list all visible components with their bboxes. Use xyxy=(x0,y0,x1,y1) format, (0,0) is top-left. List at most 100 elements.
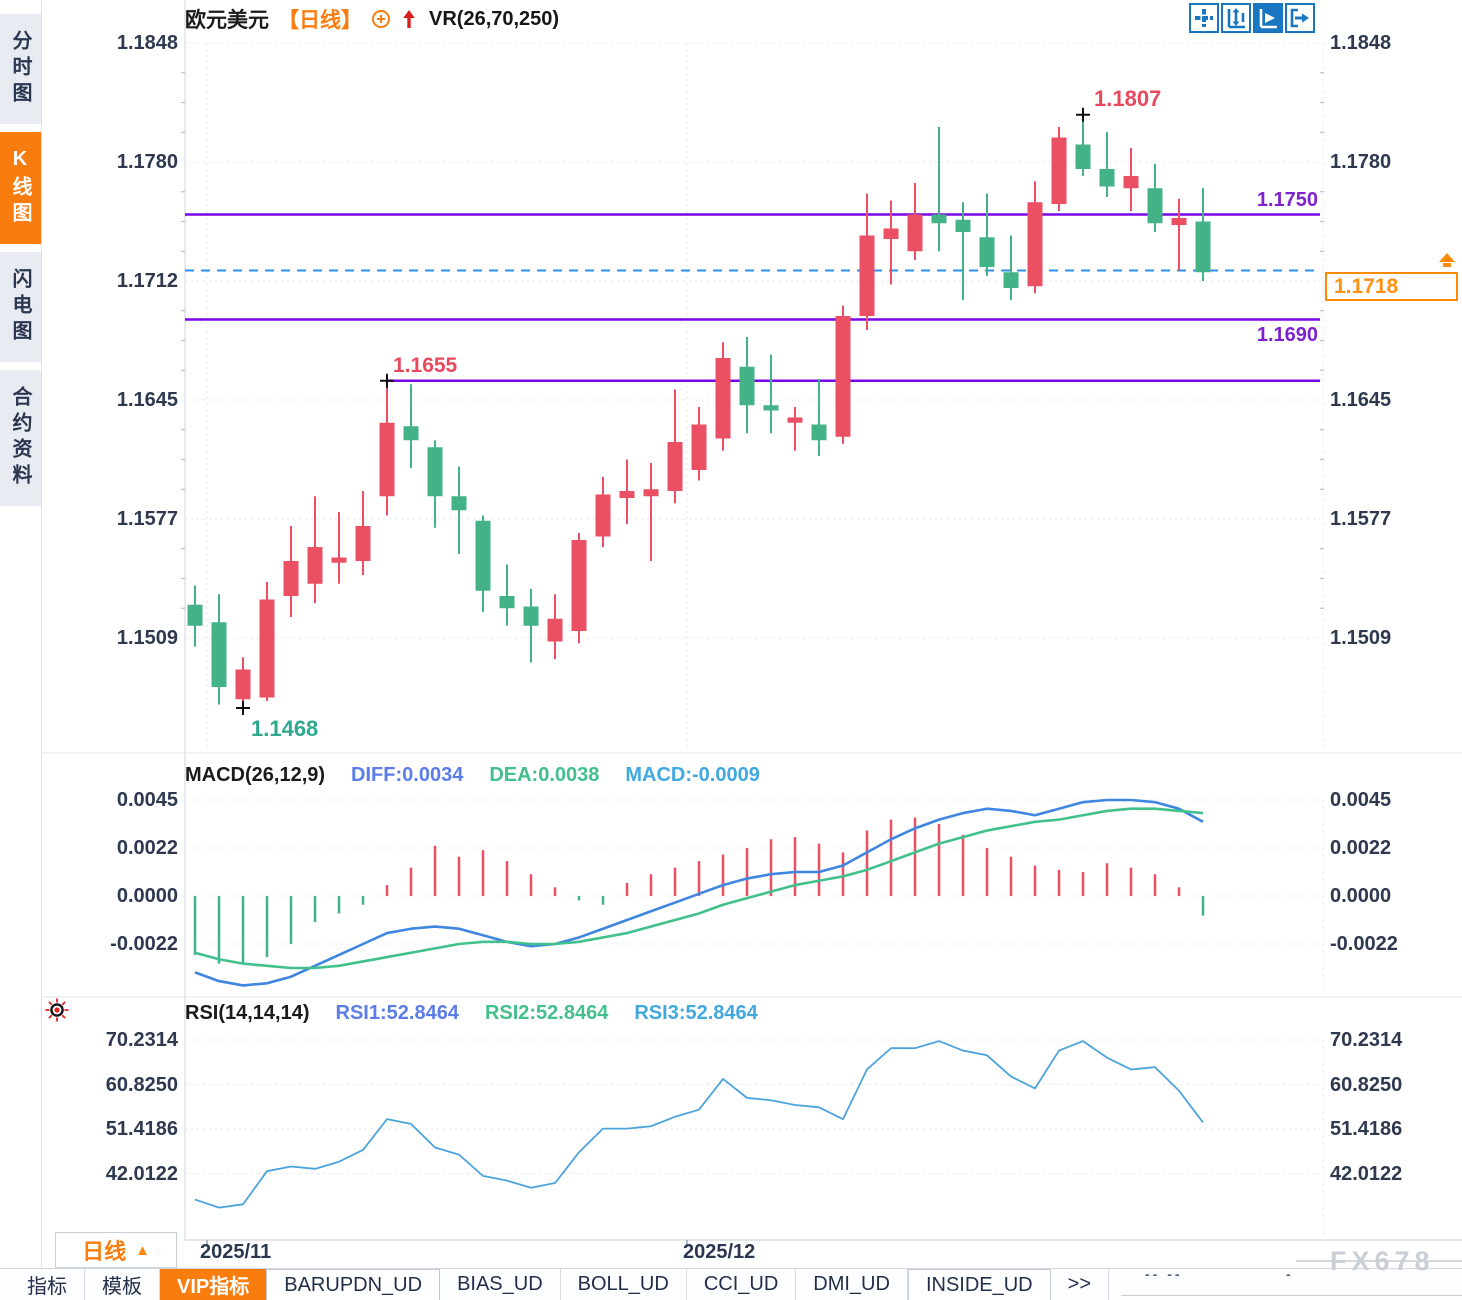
y-axis-label: 1.1577 xyxy=(116,508,178,530)
candle-body xyxy=(283,561,299,596)
rsi-line xyxy=(194,1040,1204,1209)
y-axis-label: 1.1509 xyxy=(116,627,178,649)
rsi-header: RSI(14,14,14) RSI1:52.8464 RSI2:52.8464 … xyxy=(185,1002,758,1025)
candle-body xyxy=(451,496,467,511)
candle-body xyxy=(547,618,563,642)
rsi3-value: RSI3:52.8464 xyxy=(634,1002,758,1024)
y-axis-label: 0.0022 xyxy=(1330,837,1392,859)
candle-body xyxy=(259,599,275,698)
symbol-title: 欧元美元 xyxy=(185,9,269,32)
y-axis-label: 51.4186 xyxy=(1330,1118,1403,1140)
stray-tick-mark: - xyxy=(1286,1266,1294,1282)
candle-body xyxy=(715,358,731,439)
candle-body xyxy=(1003,272,1019,288)
tab-inside[interactable]: INSIDE_UD xyxy=(907,1269,1051,1300)
rsi2-value: RSI2:52.8464 xyxy=(484,1002,609,1024)
y-axis-label: 60.8250 xyxy=(105,1073,178,1096)
annotation-high-price: 1.1807 xyxy=(1094,86,1162,111)
y-axis-label: -0.0022 xyxy=(1330,933,1398,955)
up-arrow-icon xyxy=(400,8,418,30)
y-axis-label: 1.1577 xyxy=(1330,508,1392,530)
candle-body xyxy=(1147,188,1163,224)
sidebar: 分时图 K线图 闪电图 合约资料 xyxy=(0,0,42,1300)
candle-body xyxy=(859,235,875,316)
timeframe-label: 日线 xyxy=(82,1239,127,1264)
extreme-marker xyxy=(380,373,394,388)
candle-body xyxy=(1075,144,1091,169)
candle-body xyxy=(1171,218,1187,225)
indicator-alert-icon[interactable] xyxy=(43,996,71,1029)
candle-body xyxy=(907,214,923,252)
candle-body xyxy=(787,417,803,423)
candle-body xyxy=(1027,202,1043,287)
macd-header: MACD(26,12,9) DIFF:0.0034 DEA:0.0038 MAC… xyxy=(185,764,760,787)
candle-body xyxy=(1051,137,1067,204)
level-label-1690: 1.1690 xyxy=(1256,324,1318,346)
tab-templates[interactable]: 模板 xyxy=(85,1269,160,1300)
tab-vip-indicators[interactable]: VIP指标 xyxy=(160,1269,267,1300)
candle-body xyxy=(331,557,347,563)
rsi1-value: RSI1:52.8464 xyxy=(335,1002,459,1024)
candle-body xyxy=(835,316,851,437)
price-up-arrow-icon xyxy=(1439,253,1455,262)
macd-name: MACD(26,12,9) xyxy=(185,764,326,786)
sidebar-item-kline-chart[interactable]: K线图 xyxy=(0,132,41,244)
add-indicator-icon[interactable] xyxy=(371,9,391,29)
candle-body xyxy=(571,540,587,631)
x-axis-label-dec: 2025/12 xyxy=(683,1241,756,1263)
candle-body xyxy=(811,424,827,441)
sidebar-item-contract-info[interactable]: 合约资料 xyxy=(0,370,41,506)
tab-dmi[interactable]: DMI_UD xyxy=(796,1269,908,1300)
fit-y-axis-icon[interactable] xyxy=(1221,3,1251,33)
candle-body xyxy=(187,604,203,626)
y-axis-label: 1.1848 xyxy=(1330,32,1392,54)
candle-body xyxy=(379,422,395,497)
y-axis-label: 60.8250 xyxy=(1330,1073,1403,1096)
candle-body xyxy=(667,442,683,491)
rsi-name: RSI(14,14,14) xyxy=(185,1002,310,1024)
pan-crosshair-icon[interactable] xyxy=(1189,3,1219,33)
candle-body xyxy=(763,405,779,411)
y-axis-label: 0.0022 xyxy=(116,837,178,859)
jump-to-latest-icon[interactable] xyxy=(1285,3,1315,33)
watermark-line xyxy=(1296,1260,1462,1262)
y-axis-label: 1.1780 xyxy=(1330,151,1392,173)
candle-body xyxy=(211,622,227,687)
y-axis-label: 1.1712 xyxy=(116,270,178,292)
candle-body xyxy=(739,366,755,406)
macd-diff-value: DIFF:0.0034 xyxy=(351,764,464,786)
tab-indicators[interactable]: 指标 xyxy=(10,1269,85,1300)
y-axis-label: 1.1848 xyxy=(116,32,178,54)
timeframe-arrow-icon: ▲ xyxy=(135,1241,150,1259)
auto-scale-icon[interactable] xyxy=(1253,3,1283,33)
candle-body xyxy=(979,237,995,267)
candle-body xyxy=(427,447,443,497)
watermark: FX678 xyxy=(1330,1246,1435,1276)
candle-body xyxy=(691,424,707,470)
current-price-box[interactable]: 1.1718 xyxy=(1325,272,1458,301)
extreme-marker xyxy=(236,701,250,715)
sidebar-item-flash-chart[interactable]: 闪电图 xyxy=(0,252,41,362)
tab-barupdn[interactable]: BARUPDN_UD xyxy=(266,1269,441,1300)
tab-boll[interactable]: BOLL_UD xyxy=(561,1269,687,1300)
candle-body xyxy=(1099,169,1115,187)
sidebar-item-time-chart[interactable]: 分时图 xyxy=(0,14,41,124)
y-axis-label: 70.2314 xyxy=(105,1029,178,1051)
annotation-low-price: 1.1468 xyxy=(251,716,319,741)
level-label-1750: 1.1750 xyxy=(1256,189,1318,211)
candle-body xyxy=(931,214,947,224)
candle-body xyxy=(355,526,371,561)
stray-tick-marks: -- -- xyxy=(1145,1266,1183,1282)
y-axis-label: -0.0022 xyxy=(110,933,178,955)
tab-cci[interactable]: CCI_UD xyxy=(687,1269,797,1300)
candle-body xyxy=(643,489,659,497)
candle-body xyxy=(475,520,491,591)
timeframe-button[interactable]: 日线 ▲ xyxy=(55,1232,177,1268)
candle-body xyxy=(235,669,251,700)
tab-more[interactable]: >> xyxy=(1051,1269,1109,1300)
candle-body xyxy=(403,426,419,441)
y-axis-label: 1.1645 xyxy=(116,389,178,411)
tab-bias[interactable]: BIAS_UD xyxy=(440,1269,561,1300)
y-axis-label: 0.0045 xyxy=(1330,789,1392,811)
